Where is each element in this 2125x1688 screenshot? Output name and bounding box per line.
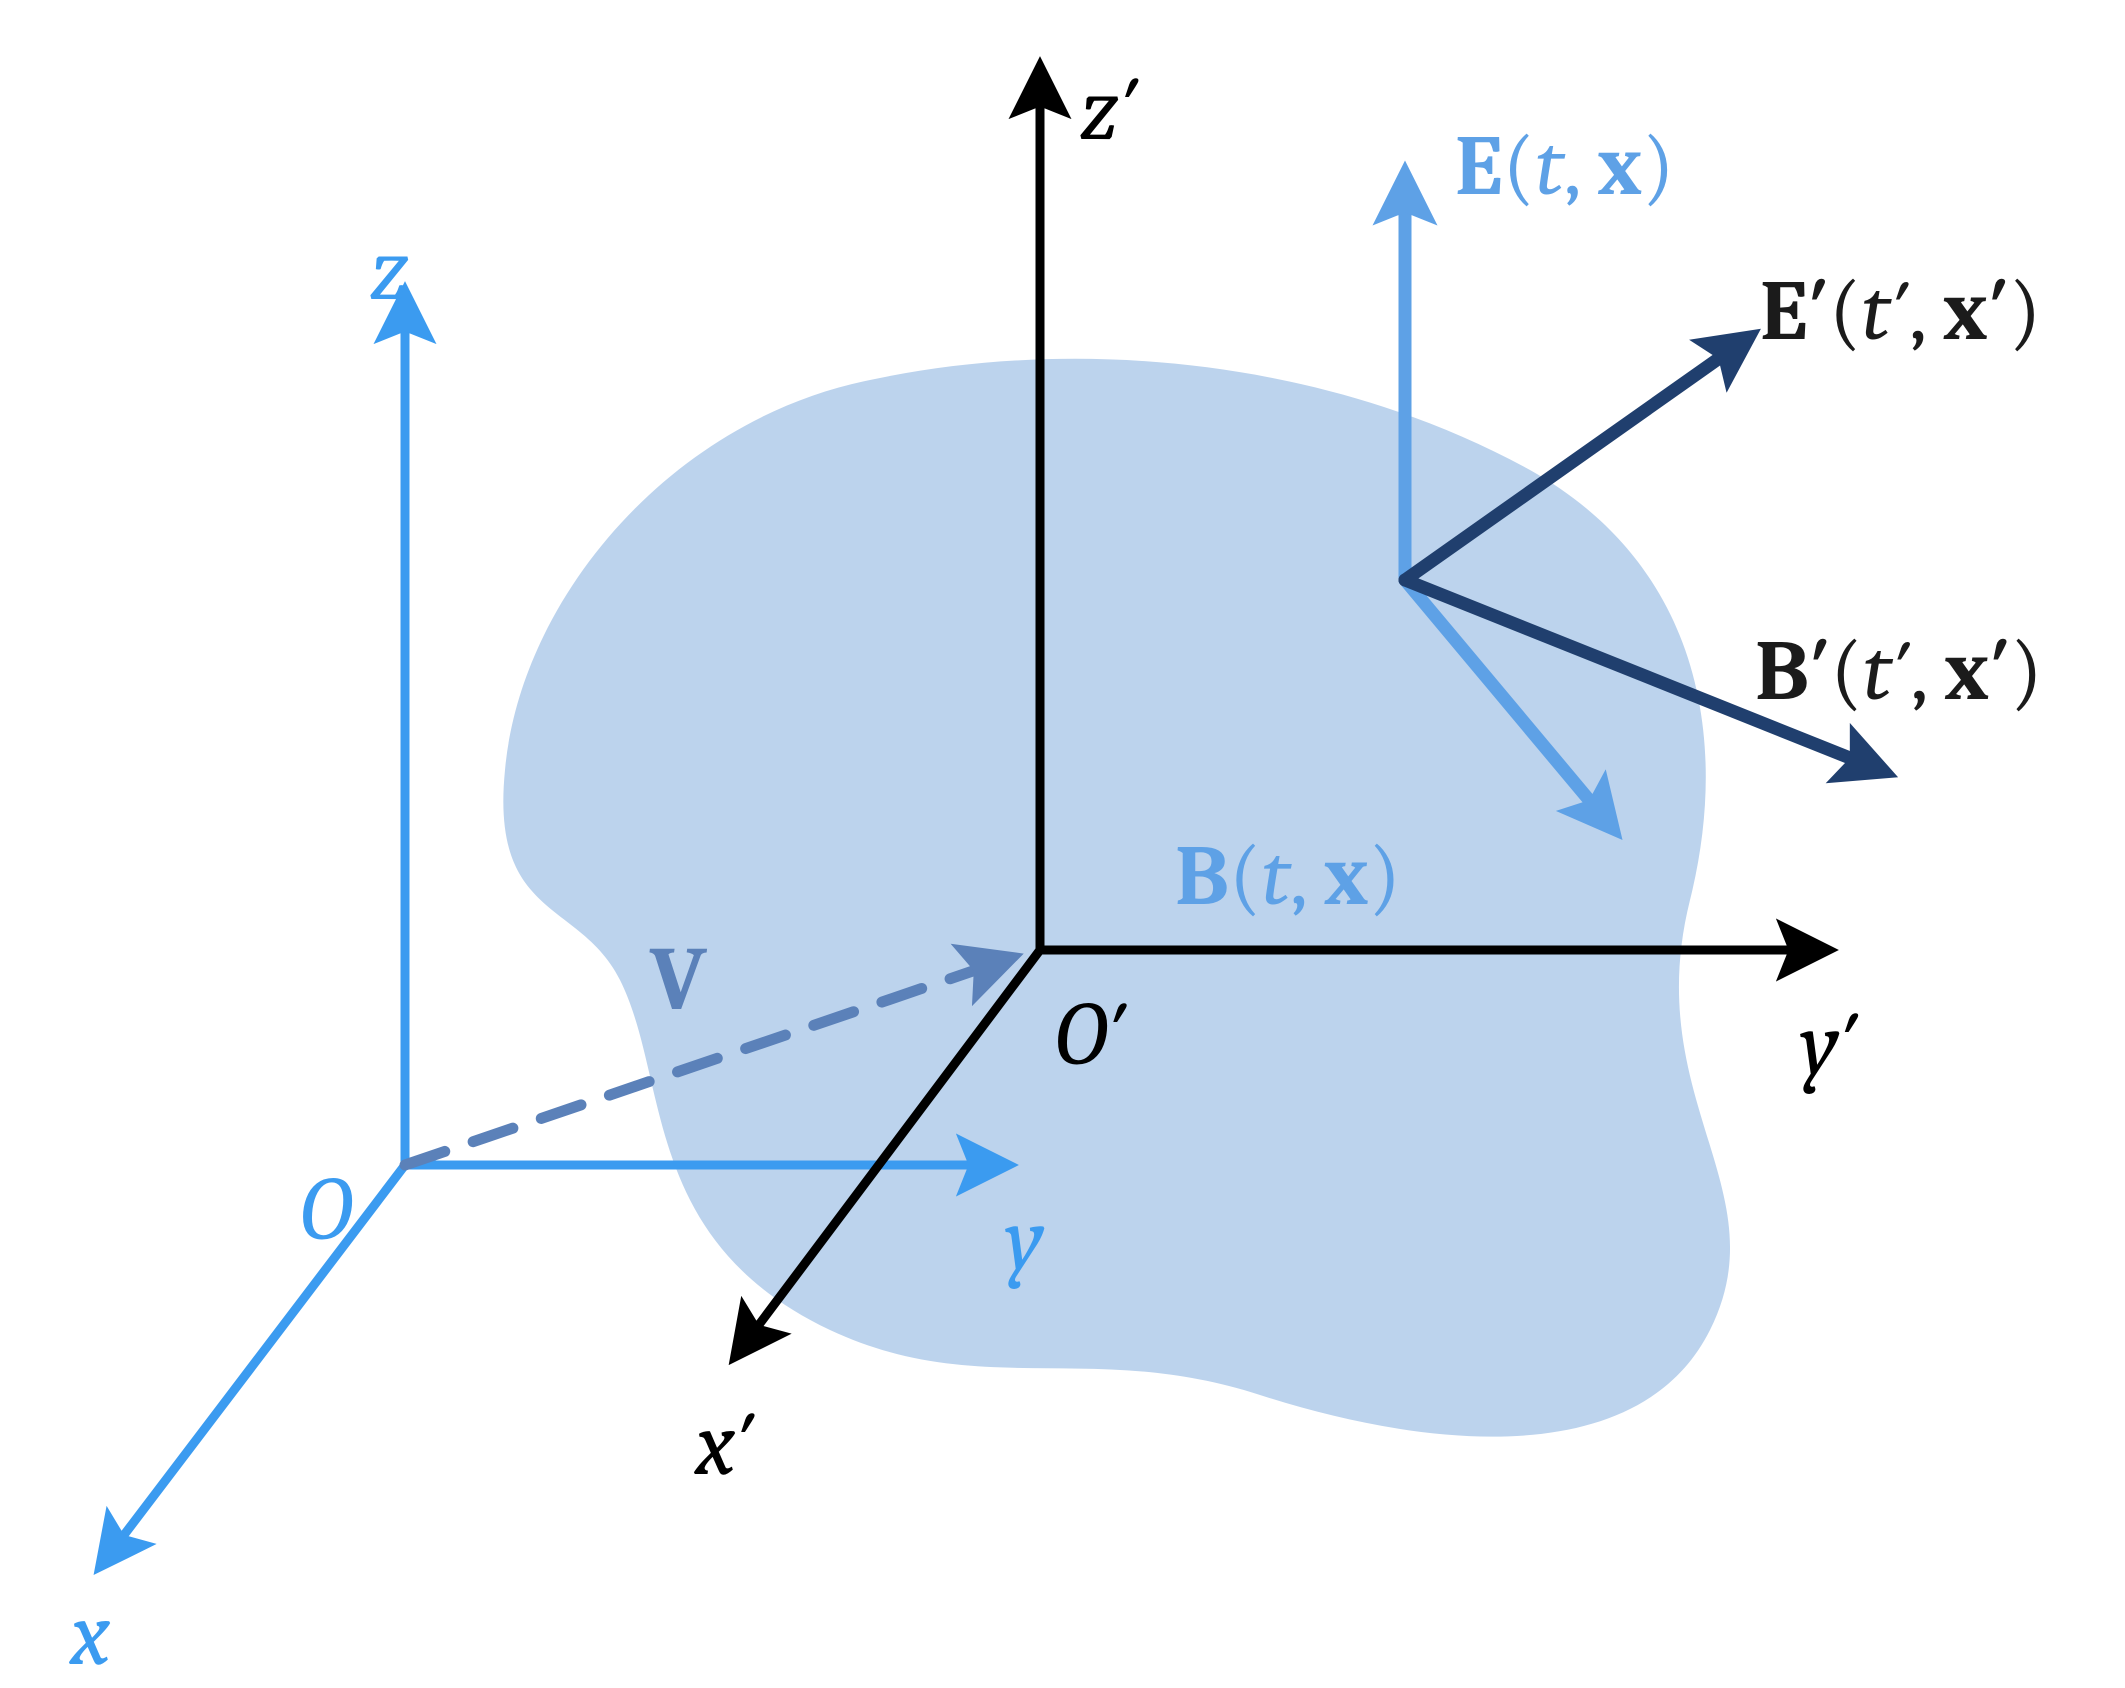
xprime-axis-label: x′ (695, 1400, 755, 1490)
frame-s-x-axis (105, 1165, 405, 1560)
x-axis-label: x (70, 1590, 110, 1680)
velocity-label: V (650, 935, 707, 1025)
origin-Oprime-label: O′ (1055, 990, 1128, 1080)
e-prime-field-label: E′(t′, x′) (1760, 270, 2041, 355)
y-axis-label: y (1005, 1195, 1044, 1285)
yprime-axis-label: y′ (1800, 1000, 1859, 1090)
origin-O-label: O (300, 1165, 352, 1255)
b-field-label: B(t, x) (1175, 835, 1401, 920)
b-prime-field-label: B′(t′, x′) (1755, 630, 2043, 715)
e-field-label: E(t, x) (1455, 125, 1675, 210)
zprime-axis-label: z′ (1080, 65, 1139, 155)
moving-body-blob (503, 359, 1730, 1437)
z-axis-label: z (370, 225, 409, 315)
diagram-svg (0, 0, 2125, 1688)
